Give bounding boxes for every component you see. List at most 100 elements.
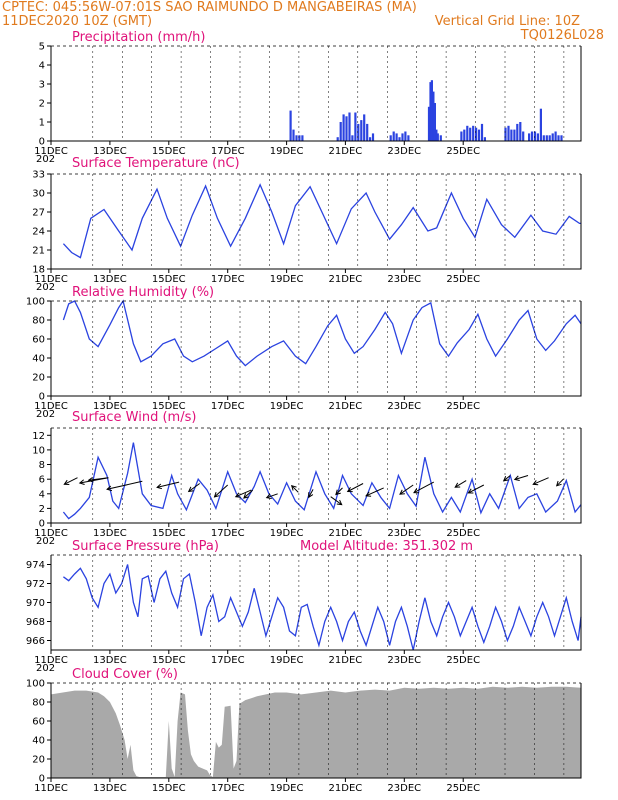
x-tick-label: 19DEC bbox=[270, 528, 304, 539]
precip-bar bbox=[530, 131, 534, 141]
precip-bar bbox=[407, 135, 410, 141]
wind-arrow bbox=[556, 478, 564, 487]
wind-line bbox=[62, 442, 582, 520]
precip-bar bbox=[430, 80, 433, 141]
x-tick-label: 15DEC bbox=[152, 146, 186, 157]
precip-bar bbox=[351, 135, 354, 141]
wind-arrow bbox=[188, 483, 200, 492]
precip-bar bbox=[371, 133, 375, 141]
precip-bar bbox=[298, 135, 301, 141]
wind-arrow bbox=[243, 489, 254, 499]
x-tick-label: 15DEC bbox=[152, 783, 186, 794]
precip-frame bbox=[50, 46, 582, 142]
precip-bar bbox=[363, 114, 366, 141]
x-tick-label: 23DEC bbox=[387, 528, 421, 539]
wind-arrow-head bbox=[555, 480, 562, 487]
y-tick-label: 80 bbox=[32, 698, 45, 709]
wind-arrow-head bbox=[413, 488, 420, 494]
humidity-title: Relative Humidity (%) bbox=[72, 285, 214, 300]
y-tick-label: 60 bbox=[32, 335, 45, 346]
x-tick-label: 11DEC bbox=[34, 528, 68, 539]
precip-bar bbox=[439, 135, 442, 141]
y-tick-label: 972 bbox=[26, 579, 45, 590]
x-tick-label: 21DEC bbox=[329, 146, 363, 157]
wind-arrow bbox=[335, 487, 343, 495]
wind-arrow-head bbox=[336, 499, 343, 506]
x-tick-label: 21DEC bbox=[329, 528, 363, 539]
precip-bar bbox=[357, 123, 360, 141]
precip-bar bbox=[472, 125, 475, 141]
precip-bar bbox=[516, 123, 519, 141]
precip-bar bbox=[466, 125, 469, 141]
x-tick-label: 13DEC bbox=[93, 783, 127, 794]
precip-bar bbox=[301, 135, 304, 141]
x-tick-label: 19DEC bbox=[270, 274, 304, 285]
cloud-cover-area bbox=[51, 686, 581, 778]
pressure-line bbox=[63, 564, 582, 651]
x-tick-label: 17DEC bbox=[211, 783, 245, 794]
altitude-annotation: Model Altitude: 351.302 m bbox=[300, 539, 473, 554]
humidity-line bbox=[62, 299, 582, 367]
wind-arrow-head bbox=[346, 487, 353, 493]
precip-bar bbox=[429, 82, 432, 141]
wind-arrow bbox=[365, 487, 384, 497]
x-tick-label: 25DEC bbox=[446, 401, 480, 412]
y-tick-label: 0 bbox=[39, 519, 45, 530]
x-tick-label: 23DEC bbox=[387, 401, 421, 412]
wind-arrow-head bbox=[290, 484, 297, 491]
wind-arrow-head bbox=[265, 493, 272, 499]
y-tick-label: 24 bbox=[32, 227, 45, 238]
x-tick-label: 17DEC bbox=[211, 146, 245, 157]
precip-bar bbox=[560, 135, 563, 141]
precip-bar bbox=[480, 123, 484, 141]
year-stub: 202 bbox=[36, 536, 55, 547]
x-tick-label: 21DEC bbox=[329, 783, 363, 794]
precip-bar bbox=[477, 129, 481, 141]
precip-bar bbox=[369, 137, 372, 141]
precip-bar bbox=[354, 112, 357, 141]
x-tick-label: 17DEC bbox=[211, 528, 245, 539]
wind-arrow bbox=[266, 493, 278, 499]
x-tick-label: 11DEC bbox=[34, 655, 68, 666]
x-tick-label: 13DEC bbox=[93, 528, 127, 539]
x-tick-label: 13DEC bbox=[93, 146, 127, 157]
y-tick-label: 21 bbox=[32, 246, 45, 257]
precip-bar bbox=[539, 108, 542, 141]
header-station: CPTEC: 045:56W-07:01S SAO RAIMUNDO D MAN… bbox=[2, 0, 417, 15]
x-tick-label: 13DEC bbox=[93, 401, 127, 412]
y-tick-label: 20 bbox=[32, 755, 45, 766]
y-tick-label: 1 bbox=[39, 118, 45, 129]
precip-bar bbox=[398, 137, 401, 141]
x-tick-label: 19DEC bbox=[270, 146, 304, 157]
y-tick-label: 60 bbox=[32, 717, 45, 728]
x-tick-label: 15DEC bbox=[152, 274, 186, 285]
x-tick-label: 25DEC bbox=[446, 655, 480, 666]
x-tick-label: 11DEC bbox=[34, 146, 68, 157]
precip-bar bbox=[483, 137, 486, 141]
x-tick-label: 11DEC bbox=[34, 401, 68, 412]
year-stub: 202 bbox=[36, 409, 55, 420]
precip-bar bbox=[545, 135, 548, 141]
wind-arrow-head bbox=[399, 489, 405, 495]
y-tick-label: 33 bbox=[32, 170, 45, 181]
y-tick-label: 966 bbox=[26, 636, 45, 647]
wind-arrow-head bbox=[243, 493, 249, 499]
precip-bar bbox=[463, 129, 466, 141]
wind-arrow-head bbox=[87, 476, 94, 483]
x-tick-label: 19DEC bbox=[270, 655, 304, 666]
y-tick-label: 6 bbox=[39, 475, 45, 486]
precip-bar bbox=[339, 122, 342, 141]
precip-bar bbox=[289, 110, 292, 141]
y-tick-label: 8 bbox=[39, 460, 45, 471]
wind-arrow-head bbox=[365, 491, 372, 497]
x-tick-label: 17DEC bbox=[211, 401, 245, 412]
y-tick-label: 100 bbox=[26, 297, 45, 308]
precip-bar bbox=[519, 122, 522, 141]
y-tick-label: 18 bbox=[32, 265, 45, 276]
y-tick-label: 100 bbox=[26, 679, 45, 690]
wind-arrow bbox=[347, 483, 364, 492]
precip-bar bbox=[389, 135, 392, 141]
year-stub: 202 bbox=[36, 282, 55, 293]
x-tick-label: 25DEC bbox=[446, 274, 480, 285]
